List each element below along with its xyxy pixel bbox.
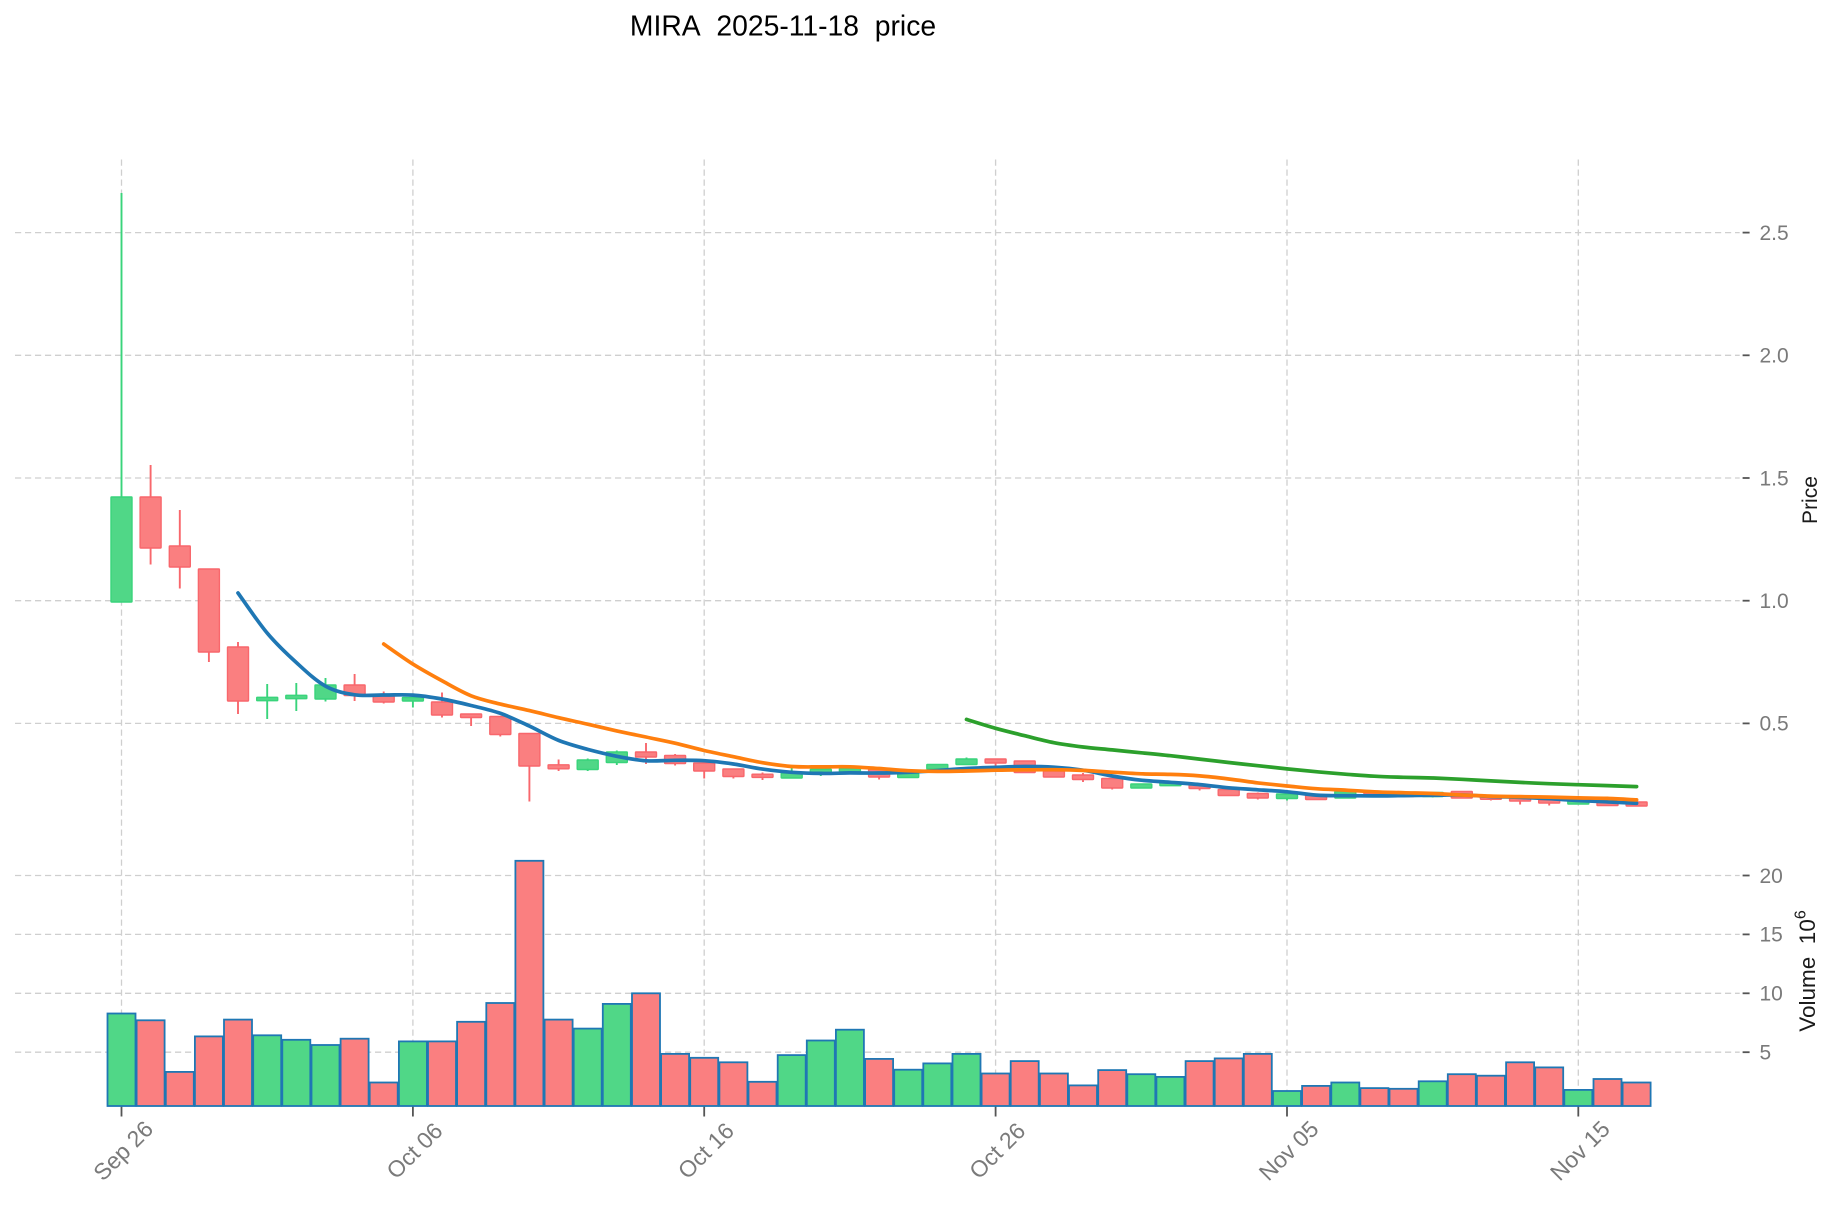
svg-text:10: 10 bbox=[1760, 983, 1783, 1006]
svg-text:Price: Price bbox=[1799, 476, 1822, 524]
svg-text:1.5: 1.5 bbox=[1760, 467, 1789, 490]
svg-text:20: 20 bbox=[1760, 865, 1783, 888]
svg-text:MIRA 2025-11-18 price: MIRA 2025-11-18 price bbox=[630, 10, 936, 42]
svg-text:5: 5 bbox=[1760, 1042, 1772, 1065]
svg-text:0.5: 0.5 bbox=[1760, 713, 1789, 736]
svg-text:15: 15 bbox=[1760, 924, 1783, 947]
svg-text:2.5: 2.5 bbox=[1760, 222, 1789, 245]
svg-text:Volume 106: Volume 106 bbox=[1793, 910, 1821, 1032]
svg-text:1.0: 1.0 bbox=[1760, 590, 1789, 613]
svg-text:2.0: 2.0 bbox=[1760, 345, 1789, 368]
